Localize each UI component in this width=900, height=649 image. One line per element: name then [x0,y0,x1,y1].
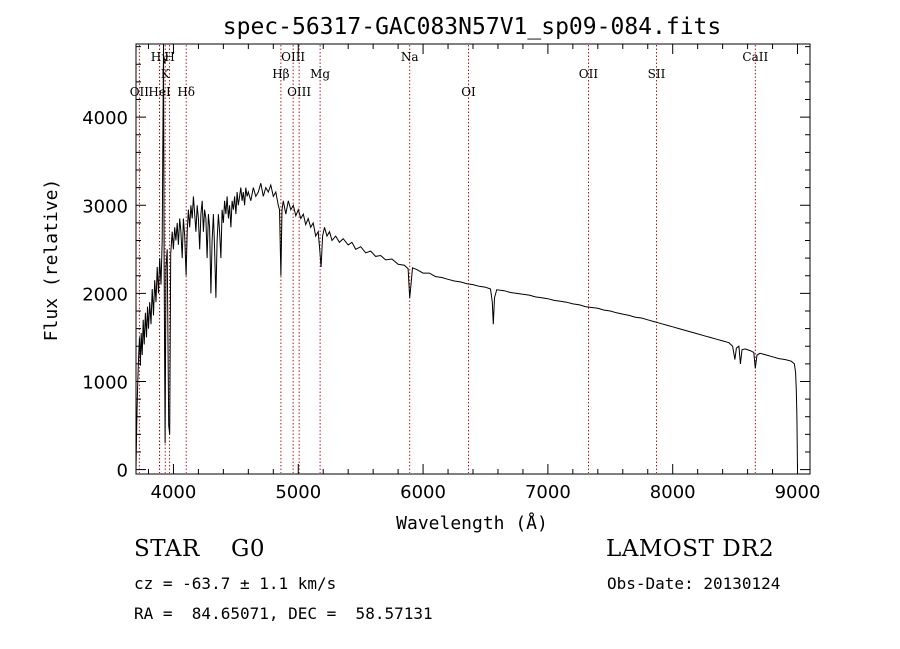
line-label-2: HeI [148,85,171,99]
axes: 4000 5000 6000 7000 8000 9000 0 1000 2000 3000 400… [82,44,820,503]
x-tick-label-5000: 5000 [275,482,321,503]
chart-title: spec-56317-GAC083N57V1_sp09-084.fits [223,14,722,40]
coordinates-line: RA = 84.65071, DEC = 58.57131 [134,604,433,623]
line-label-5: Hδ [177,85,195,99]
object-class: STAR G0 [134,536,266,562]
line-label-3: K [161,67,171,81]
y-tick-label-4000: 4000 [82,108,128,129]
line-label-6: Hβ [272,67,289,81]
y-tick-label-1000: 1000 [82,372,128,393]
survey-name: LAMOST DR2 [606,536,775,562]
x-tick-label-7000: 7000 [525,482,571,503]
x-tick-label-6000: 6000 [400,482,446,503]
redshift-line: cz = -63.7 ± 1.1 km/s [134,574,337,593]
line-label-9: Mg [310,67,330,81]
spectral-line-markers [138,45,756,473]
plot-frame [135,43,811,475]
x-tick-label-4000: 4000 [151,482,197,503]
line-label-7: OIII [281,50,305,64]
y-tick-label-0: 0 [117,461,128,482]
line-label-13: SII [648,67,666,81]
line-label-10: Na [401,50,419,64]
spectrum-line [135,43,798,470]
line-label-11: OI [461,85,476,99]
y-tick-label-3000: 3000 [82,196,128,217]
line-label-12: OII [579,67,599,81]
line-label-0: OII [130,85,150,99]
x-axis-label: Wavelength (Å) [396,512,548,534]
line-label-4: H [164,50,174,64]
y-axis-label: Flux (relative) [41,179,62,342]
observation-date: Obs-Date: 20130124 [607,574,781,593]
x-tick-label-8000: 8000 [650,482,696,503]
line-label-8: OIII [287,85,311,99]
x-tick-label-9000: 9000 [775,482,821,503]
line-label-14: CaII [742,50,768,64]
y-tick-label-2000: 2000 [82,284,128,305]
